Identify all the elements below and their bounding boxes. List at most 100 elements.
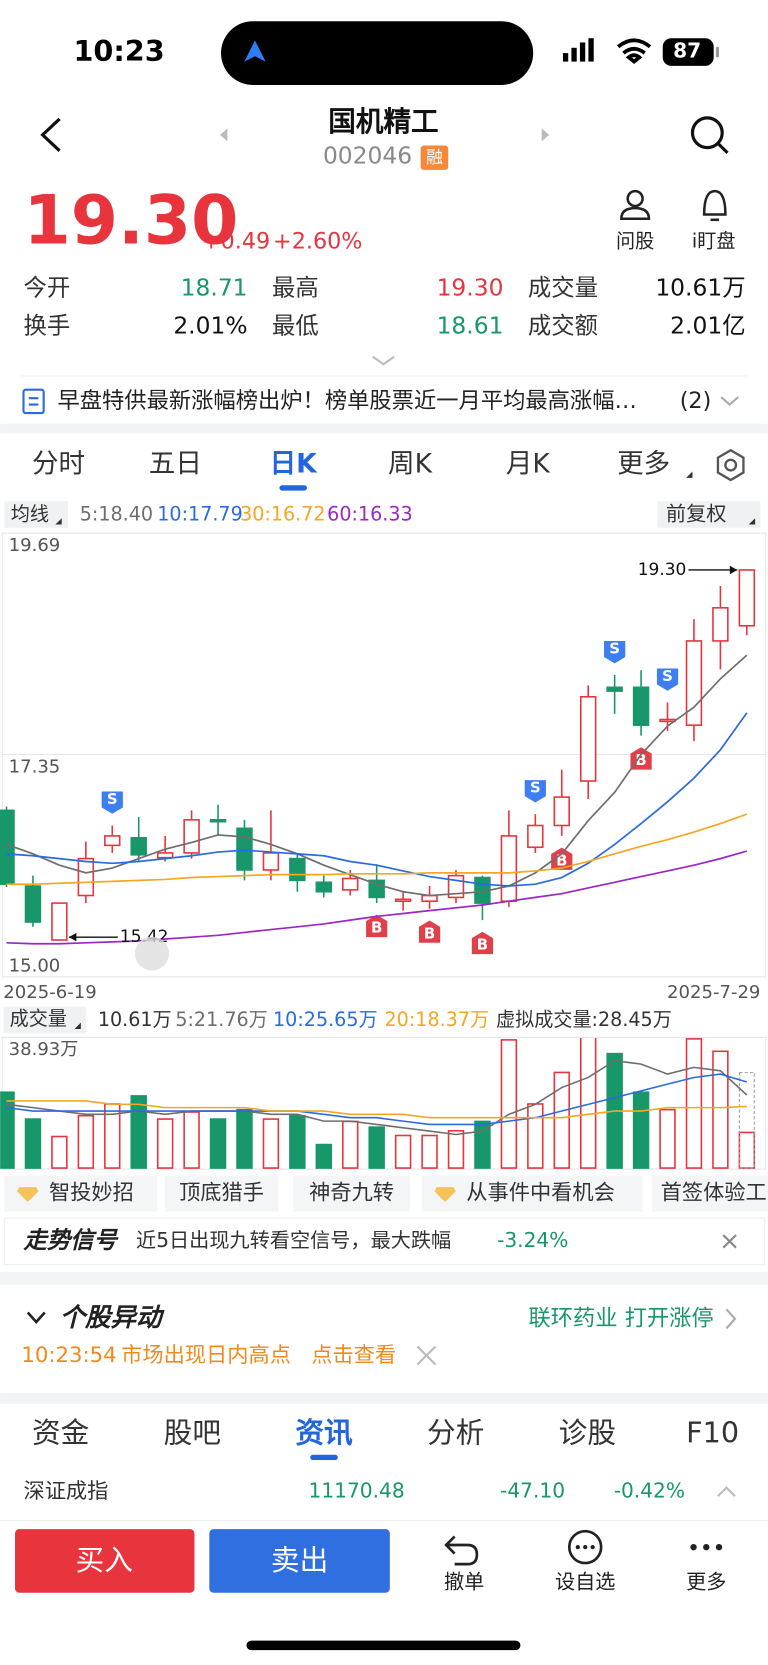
- candle-body: [500, 835, 518, 902]
- tool-icon: [17, 1187, 39, 1203]
- period-tab[interactable]: 更多: [617, 449, 670, 480]
- volume-toggle[interactable]: 成交量: [10, 1007, 67, 1030]
- tool-icon: [434, 1187, 456, 1203]
- action-label[interactable]: 设自选: [555, 1570, 615, 1594]
- candle-body: [156, 852, 174, 859]
- volume-bar: [156, 1118, 174, 1169]
- tab-indicator: [279, 485, 308, 491]
- action-label[interactable]: 撤单: [444, 1570, 484, 1594]
- bottom-tab[interactable]: 股吧: [164, 1416, 221, 1450]
- settings-icon[interactable]: [716, 448, 745, 482]
- volume-bar: [289, 1114, 306, 1169]
- signal-value: -3.24%: [497, 1228, 568, 1252]
- bottom-tab[interactable]: 资讯: [295, 1416, 353, 1450]
- volume-bar: [315, 1143, 333, 1169]
- tool-label[interactable]: 顶底猎手: [179, 1181, 264, 1206]
- stat-label: 最高: [272, 273, 319, 301]
- more-icon[interactable]: [690, 1543, 723, 1551]
- signal-label: S: [530, 779, 541, 797]
- stats: 今开 18.71 最高 19.30 成交量 10.61万 换手 2.01% 最低…: [23, 273, 745, 339]
- news-text[interactable]: 早盘特供最新涨幅榜出炉！榜单股票近一月平均最高涨幅…: [57, 388, 636, 414]
- buy-button[interactable]: [15, 1529, 195, 1593]
- bottom-tab[interactable]: F10: [686, 1416, 739, 1450]
- tab-indicator: [310, 1454, 338, 1461]
- tool-label[interactable]: 智投妙招: [49, 1181, 134, 1206]
- candle-body: [685, 640, 703, 726]
- adjust[interactable]: 前复权: [666, 502, 726, 526]
- battery-tip: [715, 46, 720, 58]
- period-tab[interactable]: 分时: [32, 449, 85, 480]
- news-expand[interactable]: [720, 396, 739, 406]
- cancel-icon[interactable]: [444, 1535, 479, 1566]
- movement-related[interactable]: 联环药业 打开涨停: [528, 1305, 713, 1331]
- back-button[interactable]: [40, 117, 61, 152]
- period-tab[interactable]: 五日: [149, 449, 202, 480]
- news-icon-lines: [28, 397, 39, 406]
- period-tab[interactable]: 周K: [388, 449, 433, 480]
- close-button[interactable]: [722, 1234, 737, 1249]
- watchlist-icon[interactable]: [567, 1529, 603, 1565]
- expand-button[interactable]: [372, 355, 395, 366]
- dismiss[interactable]: [416, 1345, 437, 1366]
- buy-label[interactable]: 买入: [76, 1543, 133, 1577]
- draw-tool[interactable]: [134, 936, 169, 971]
- signal-text: 近5日出现九转看空信号，最大跌幅: [136, 1228, 451, 1252]
- candle-body: [51, 902, 68, 941]
- section-gap: [0, 1272, 768, 1285]
- section-gap: [0, 423, 768, 434]
- signal-marker: [101, 791, 123, 814]
- sell-label[interactable]: 卖出: [271, 1543, 328, 1577]
- volume-bar: [0, 1091, 15, 1169]
- tool-chip[interactable]: [293, 1175, 411, 1212]
- sell-button[interactable]: [209, 1529, 390, 1593]
- candle-body: [606, 686, 623, 692]
- volume-bar: [421, 1134, 438, 1169]
- stat-value: 18.71: [181, 273, 248, 301]
- movement-time: 10:23:54: [21, 1343, 116, 1368]
- volume-bar: [24, 1118, 42, 1169]
- search-button[interactable]: [690, 116, 729, 155]
- action-label[interactable]: i盯盘: [692, 230, 736, 253]
- period-tab[interactable]: 日K: [270, 449, 319, 480]
- collapse[interactable]: [26, 1311, 46, 1325]
- legend-entry: 5:21.76万: [175, 1008, 267, 1031]
- candle-body: [527, 824, 544, 849]
- ma-toggle[interactable]: 均线: [11, 503, 49, 526]
- tool-chip[interactable]: [421, 1175, 643, 1212]
- volume-bar: [474, 1120, 491, 1169]
- ask-icon[interactable]: [620, 189, 651, 221]
- tool-chip[interactable]: [652, 1175, 768, 1212]
- prev-stock[interactable]: [219, 128, 228, 142]
- stat-label: 换手: [23, 312, 70, 340]
- candle-body: [183, 819, 200, 854]
- y-tick-label: 38.93万: [9, 1039, 79, 1060]
- tool-chip[interactable]: [164, 1175, 279, 1212]
- tool-label[interactable]: 从事件中看机会: [466, 1181, 615, 1206]
- candle-body: [659, 718, 676, 723]
- volume-bar: [77, 1114, 95, 1169]
- watch-icon[interactable]: [702, 189, 727, 222]
- tool-label[interactable]: 神奇九转: [309, 1181, 394, 1206]
- bottom-tab[interactable]: 诊股: [559, 1416, 616, 1450]
- tool-label[interactable]: 首签体验工: [661, 1181, 767, 1206]
- index-name: 深证成指: [23, 1479, 108, 1504]
- volume-toggle-bg[interactable]: [3, 1006, 87, 1034]
- next-stock[interactable]: [541, 128, 550, 142]
- dropdown-mark: [686, 471, 693, 478]
- action-label[interactable]: 问股: [616, 230, 654, 253]
- signal-marker: [366, 914, 388, 938]
- adjust-bg[interactable]: [657, 501, 761, 528]
- signal-label: S: [107, 790, 118, 808]
- bottom-tab[interactable]: 资金: [32, 1416, 89, 1450]
- y-tick-label: 17.35: [9, 756, 61, 777]
- volume-bar: [447, 1130, 465, 1169]
- movement-link[interactable]: 点击查看: [311, 1343, 396, 1368]
- candle-body: [0, 809, 15, 885]
- action-label[interactable]: 更多: [686, 1570, 726, 1594]
- price-change: +0.49: [202, 229, 270, 255]
- period-tab[interactable]: 月K: [506, 449, 551, 480]
- volume-bar: [553, 1071, 570, 1169]
- index-expand[interactable]: [717, 1486, 736, 1497]
- index-value: 11170.48: [309, 1478, 405, 1502]
- bottom-tab[interactable]: 分析: [427, 1416, 484, 1450]
